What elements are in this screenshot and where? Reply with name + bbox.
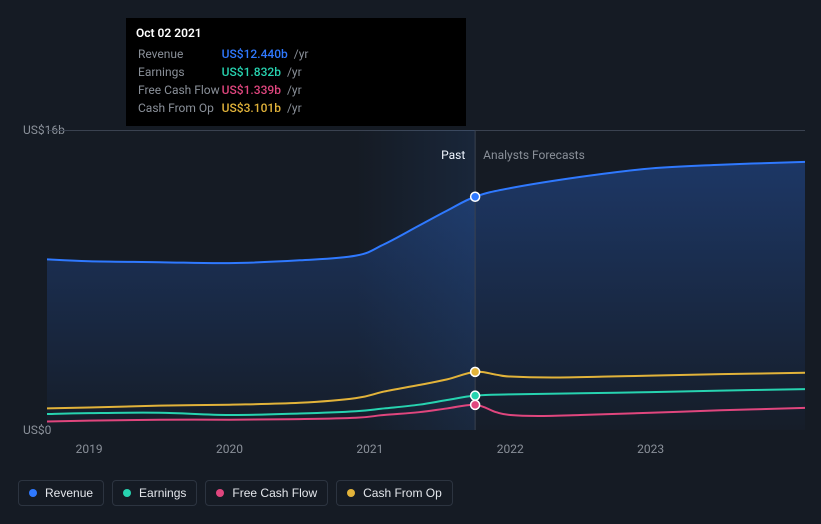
x-axis-tick: 2023 <box>637 442 664 456</box>
legend-dot-icon <box>123 489 131 497</box>
tooltip-row-label: Free Cash Flow <box>138 82 220 98</box>
chart-svg <box>47 130 805 430</box>
x-axis-tick: 2021 <box>356 442 383 456</box>
legend-item-earnings[interactable]: Earnings <box>112 480 197 506</box>
legend-dot-icon <box>216 489 224 497</box>
legend: Revenue Earnings Free Cash Flow Cash From O… <box>18 480 453 506</box>
legend-item-label: Earnings <box>139 486 186 500</box>
hover-marker-cash_from_op <box>471 367 480 376</box>
tooltip-row-unit: /yr <box>288 47 309 61</box>
legend-item-label: Cash From Op <box>363 486 442 500</box>
tooltip-row: RevenueUS$12.440b /yr <box>138 46 308 62</box>
financial-chart-panel: { "layout": { "width": 821, "height": 52… <box>0 0 821 524</box>
hover-tooltip: Oct 02 2021 RevenueUS$12.440b /yrEarning… <box>126 18 466 126</box>
hover-marker-fcf <box>471 400 480 409</box>
legend-item-revenue[interactable]: Revenue <box>18 480 104 506</box>
tooltip-row: Cash From OpUS$3.101b /yr <box>138 100 308 116</box>
legend-dot-icon <box>29 489 37 497</box>
legend-item-cash-from-op[interactable]: Cash From Op <box>336 480 453 506</box>
x-axis-tick: 2022 <box>497 442 524 456</box>
legend-item-label: Free Cash Flow <box>232 486 317 500</box>
legend-dot-icon <box>347 489 355 497</box>
tooltip-row-value: US$12.440b <box>222 47 288 61</box>
hover-marker-revenue <box>471 192 480 201</box>
tooltip-row-label: Cash From Op <box>138 100 220 116</box>
x-axis-tick: 2019 <box>76 442 103 456</box>
legend-item-label: Revenue <box>45 486 93 500</box>
tooltip-row-unit: /yr <box>281 101 302 115</box>
chart-plot-area[interactable] <box>47 130 805 430</box>
x-axis-tick: 2020 <box>216 442 243 456</box>
tooltip-row-unit: /yr <box>281 83 302 97</box>
tooltip-row-value: US$1.339b <box>222 83 281 97</box>
tooltip-row-unit: /yr <box>281 65 302 79</box>
tooltip-date: Oct 02 2021 <box>136 26 456 40</box>
tooltip-row-label: Revenue <box>138 46 220 62</box>
tooltip-row-value: US$1.832b <box>222 65 281 79</box>
tooltip-row: EarningsUS$1.832b /yr <box>138 64 308 80</box>
hover-marker-earnings <box>471 391 480 400</box>
tooltip-row: Free Cash FlowUS$1.339b /yr <box>138 82 308 98</box>
tooltip-row-label: Earnings <box>138 64 220 80</box>
tooltip-row-value: US$3.101b <box>222 101 281 115</box>
legend-item-free-cash-flow[interactable]: Free Cash Flow <box>205 480 328 506</box>
